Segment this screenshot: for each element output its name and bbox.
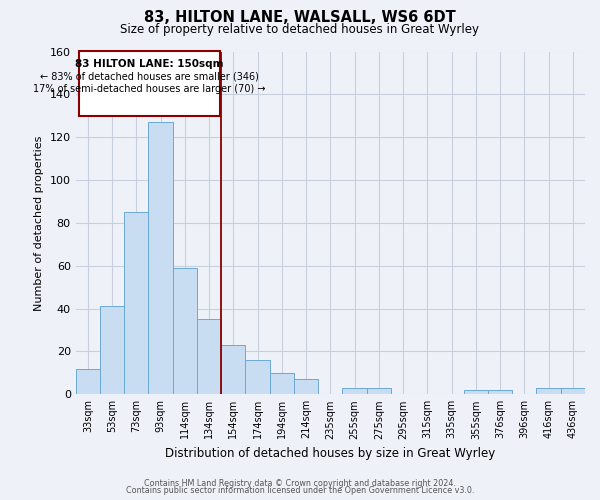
Bar xyxy=(561,388,585,394)
Text: Contains public sector information licensed under the Open Government Licence v3: Contains public sector information licen… xyxy=(126,486,474,495)
Bar xyxy=(76,368,100,394)
X-axis label: Distribution of detached houses by size in Great Wyrley: Distribution of detached houses by size … xyxy=(165,447,496,460)
Bar xyxy=(197,320,221,394)
Bar xyxy=(245,360,270,394)
Bar xyxy=(221,345,245,395)
Bar xyxy=(100,306,124,394)
Text: 83, HILTON LANE, WALSALL, WS6 6DT: 83, HILTON LANE, WALSALL, WS6 6DT xyxy=(144,10,456,25)
Bar xyxy=(124,212,148,394)
Bar xyxy=(343,388,367,394)
Bar xyxy=(173,268,197,394)
Text: 83 HILTON LANE: 150sqm: 83 HILTON LANE: 150sqm xyxy=(76,59,224,69)
Bar xyxy=(464,390,488,394)
Text: ← 83% of detached houses are smaller (346): ← 83% of detached houses are smaller (34… xyxy=(40,72,259,82)
Text: Contains HM Land Registry data © Crown copyright and database right 2024.: Contains HM Land Registry data © Crown c… xyxy=(144,478,456,488)
Bar xyxy=(294,380,318,394)
Text: 17% of semi-detached houses are larger (70) →: 17% of semi-detached houses are larger (… xyxy=(34,84,266,94)
Bar xyxy=(79,52,220,116)
Bar xyxy=(536,388,561,394)
Y-axis label: Number of detached properties: Number of detached properties xyxy=(34,135,44,310)
Text: Size of property relative to detached houses in Great Wyrley: Size of property relative to detached ho… xyxy=(121,22,479,36)
Bar xyxy=(367,388,391,394)
Bar xyxy=(488,390,512,394)
Bar xyxy=(270,373,294,394)
Bar xyxy=(148,122,173,394)
